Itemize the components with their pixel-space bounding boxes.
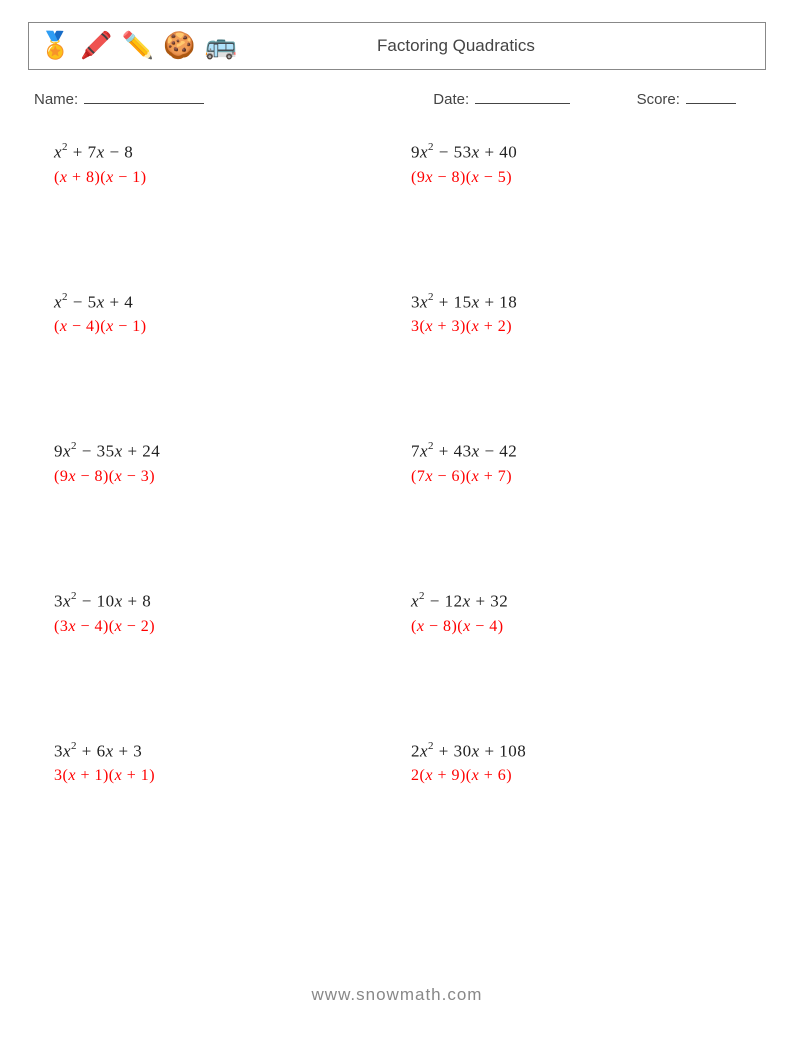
problem-row: 3x2 − 10x + 8(3x − 4)(x − 2)x2 − 12x + 3… [40,591,754,636]
name-blank[interactable] [84,90,204,104]
problem-answer: (3x − 4)(x − 2) [54,618,397,636]
header-box: 🏅 🖍️ ✏️ 🍪 🚌 Factoring Quadratics [28,22,766,70]
problem-cell: 7x2 + 43x − 42 (7x − 6)(x + 7) [397,441,754,486]
problem-answer: (7x − 6)(x + 7) [411,468,754,486]
date-blank[interactable] [475,90,570,104]
problem-row: x2 + 7x − 8 (x + 8)(x − 1) 9x2 − 53x + 40 (… [40,142,754,187]
problem-answer: 2(x + 9)(x + 6) [411,767,754,785]
cookie-icon: 🍪 [163,33,195,59]
problems-grid: x2 + 7x − 8 (x + 8)(x − 1) 9x2 − 53x + 40 (… [28,142,766,785]
problem-expression: x2 − 12x + 32 [411,591,754,612]
problem-cell: 9x2 − 53x + 40 (9x − 8)(x − 5) [397,142,754,187]
problem-cell: 2x2 + 30x + 108 2(x + 9)(x + 6) [397,741,754,786]
worksheet-page: 🏅 🖍️ ✏️ 🍪 🚌 Factoring Quadratics Name: D… [0,0,794,785]
pencil-icon: ✏️ [122,33,154,59]
name-field: Name: [34,90,433,108]
problem-expression: 2x2 + 30x + 108 [411,741,754,762]
crayon-icon: 🖍️ [80,33,112,59]
problem-cell: 3x2 − 10x + 8 (3x − 4)(x − 2) [40,591,397,636]
problem-expression: 3x2 + 15x + 18 [411,292,754,313]
problem-cell: x2 − 5x + 4 (x − 4)(x − 1) [40,292,397,337]
problem-expression: 3x2 + 6x + 3 [54,741,397,762]
score-blank[interactable] [686,90,736,104]
problem-row: 3x2 + 6x + 33(x + 1)(x + 1)2x2 + 30x + 1… [40,741,754,786]
icon-row: 🏅 🖍️ ✏️ 🍪 🚌 [39,33,237,59]
problem-row: x2 − 5x + 4(x − 4)(x − 1)3x2 + 15x + 183… [40,292,754,337]
problem-answer: (9x − 8)(x − 3) [54,468,397,486]
problem-cell: 3x2 + 6x + 3 3(x + 1)(x + 1) [40,741,397,786]
score-field: Score: [637,90,760,108]
problem-expression: 9x2 − 35x + 24 [54,441,397,462]
problem-expression: 3x2 − 10x + 8 [54,591,397,612]
problem-expression: 7x2 + 43x − 42 [411,441,754,462]
problem-row: 9x2 − 35x + 24(9x − 8)(x − 3)7x2 + 43x −… [40,441,754,486]
problem-answer: (9x − 8)(x − 5) [411,169,754,187]
footer-url: www.snowmath.com [0,985,794,1005]
bus-icon: 🚌 [205,33,237,59]
problem-cell: x2 + 7x − 8 (x + 8)(x − 1) [40,142,397,187]
problem-answer: (x − 8)(x − 4) [411,618,754,636]
problem-cell: 9x2 − 35x + 24 (9x − 8)(x − 3) [40,441,397,486]
problem-expression: x2 + 7x − 8 [54,142,397,163]
worksheet-title: Factoring Quadratics [237,36,755,56]
date-label: Date: [433,91,469,108]
problem-answer: 3(x + 3)(x + 2) [411,318,754,336]
problem-cell: 3x2 + 15x + 18 3(x + 3)(x + 2) [397,292,754,337]
medal-icon: 🏅 [39,33,71,59]
problem-cell: x2 − 12x + 32 (x − 8)(x − 4) [397,591,754,636]
info-row: Name: Date: Score: [28,90,766,108]
problem-answer: 3(x + 1)(x + 1) [54,767,397,785]
date-field: Date: [433,90,636,108]
problem-expression: x2 − 5x + 4 [54,292,397,313]
problem-expression: 9x2 − 53x + 40 [411,142,754,163]
name-label: Name: [34,91,78,108]
problem-answer: (x − 4)(x − 1) [54,318,397,336]
score-label: Score: [637,91,680,108]
problem-answer: (x + 8)(x − 1) [54,169,397,187]
